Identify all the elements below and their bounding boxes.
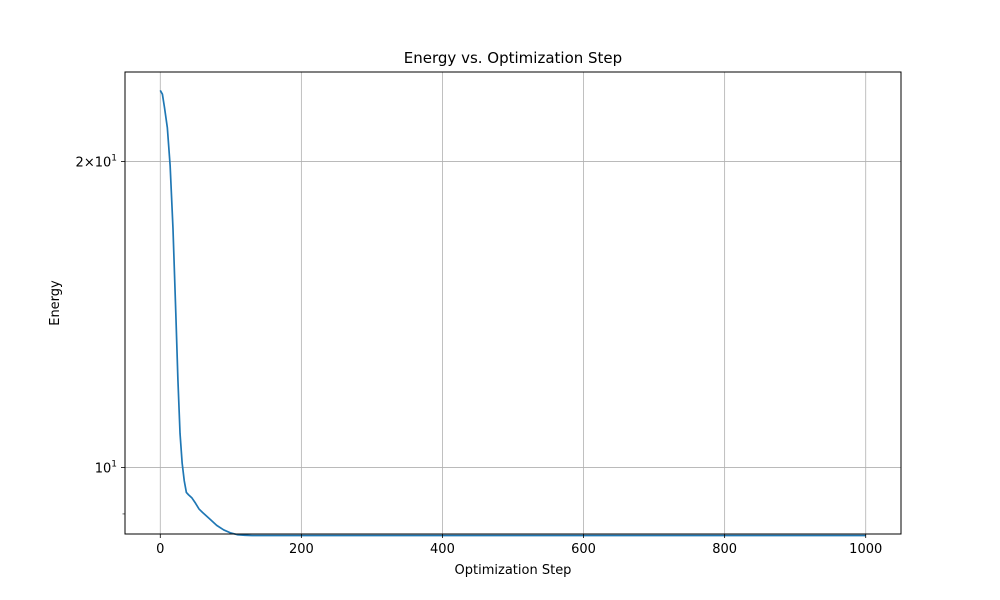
chart-title: Energy vs. Optimization Step bbox=[404, 49, 622, 67]
x-tick-label: 400 bbox=[430, 542, 455, 557]
ticks: 0 200 400 600 800 1000 101 2×101 bbox=[76, 154, 883, 557]
x-tick-label: 200 bbox=[289, 542, 314, 557]
y-axis-label: Energy bbox=[48, 280, 63, 326]
x-tick-label: 800 bbox=[712, 542, 737, 557]
plot-frame bbox=[124, 71, 902, 535]
energy-series-line bbox=[159, 89, 866, 537]
x-axis-label: Optimization Step bbox=[455, 563, 572, 578]
y-tick-label: 101 bbox=[95, 459, 117, 476]
x-tick-label: 1000 bbox=[849, 542, 882, 557]
y-tick-label: 2×101 bbox=[76, 154, 117, 171]
x-tick-label: 600 bbox=[571, 542, 596, 557]
x-tick-label: 0 bbox=[156, 542, 164, 557]
series-layer bbox=[159, 89, 866, 537]
grid bbox=[125, 72, 901, 534]
